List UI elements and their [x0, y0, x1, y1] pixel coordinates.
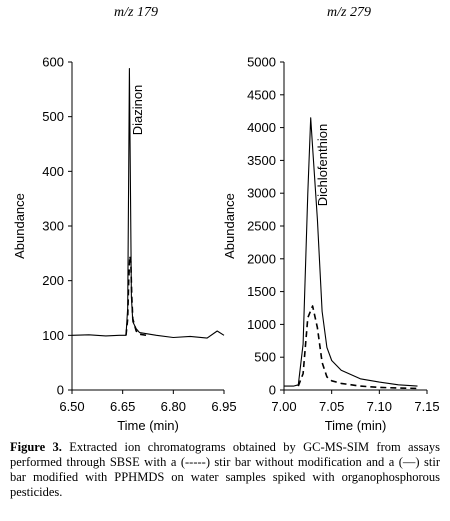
- caption-text: Extracted ion chromatograms obtained by …: [10, 440, 440, 499]
- y-tick-label: 1500: [247, 284, 276, 299]
- y-tick-label: 0: [57, 383, 64, 398]
- y-tick-label: 0: [269, 383, 276, 398]
- y-tick-label: 2000: [247, 251, 276, 266]
- x-axis-label: Time (min): [117, 418, 179, 433]
- y-tick-label: 4500: [247, 87, 276, 102]
- y-tick-label: 500: [254, 350, 276, 365]
- y-tick-label: 2500: [247, 219, 276, 234]
- y-tick-label: 4000: [247, 120, 276, 135]
- x-tick-label: 7.10: [367, 399, 392, 414]
- chart-panel-1: m/z 179 0 100 200 300 400 500 600 6.50 6.65 6.80 6.…: [12, 5, 237, 433]
- chart-title: m/z 179: [114, 5, 158, 20]
- y-tick-label: 500: [42, 109, 64, 124]
- chart-panel-2: m/z 279 0 500 1000 1500 2000 2500 3000 3500 4000 4…: [222, 5, 440, 433]
- figure-caption: Figure 3. Extracted ion chromatograms ob…: [10, 440, 440, 500]
- x-axis-label: Time (min): [325, 418, 387, 433]
- x-tick-label: 6.95: [211, 399, 236, 414]
- y-tick-label: 300: [42, 219, 64, 234]
- y-tick-label: 3500: [247, 153, 276, 168]
- x-tick-label: 7.15: [414, 399, 439, 414]
- figure: m/z 179 0 100 200 300 400 500 600 6.50 6.65 6.80 6.…: [12, 5, 440, 433]
- y-tick-label: 3000: [247, 186, 276, 201]
- y-tick-label: 5000: [247, 55, 276, 70]
- y-tick-label: 1000: [247, 317, 276, 332]
- x-tick-label: 6.50: [59, 399, 84, 414]
- y-tick-label: 400: [42, 164, 64, 179]
- x-tick-label: 6.65: [110, 399, 135, 414]
- y-axis-label: Abundance: [222, 193, 237, 259]
- caption-label: Figure 3.: [10, 440, 62, 454]
- peak-annotation: Dichlofenthion: [315, 124, 330, 206]
- series-line-solid: [284, 117, 418, 387]
- y-tick-label: 100: [42, 328, 64, 343]
- y-tick-label: 600: [42, 55, 64, 70]
- series-line-dashed: [125, 255, 147, 337]
- y-axis-label: Abundance: [12, 193, 27, 259]
- series-line-dashed: [297, 305, 418, 390]
- x-tick-label: 7.05: [319, 399, 344, 414]
- chart-title: m/z 279: [327, 5, 371, 20]
- y-tick-label: 200: [42, 273, 64, 288]
- x-tick-label: 6.80: [161, 399, 186, 414]
- peak-annotation: Diazinon: [130, 85, 145, 136]
- series-line-solid: [71, 68, 225, 339]
- x-tick-label: 7.00: [271, 399, 296, 414]
